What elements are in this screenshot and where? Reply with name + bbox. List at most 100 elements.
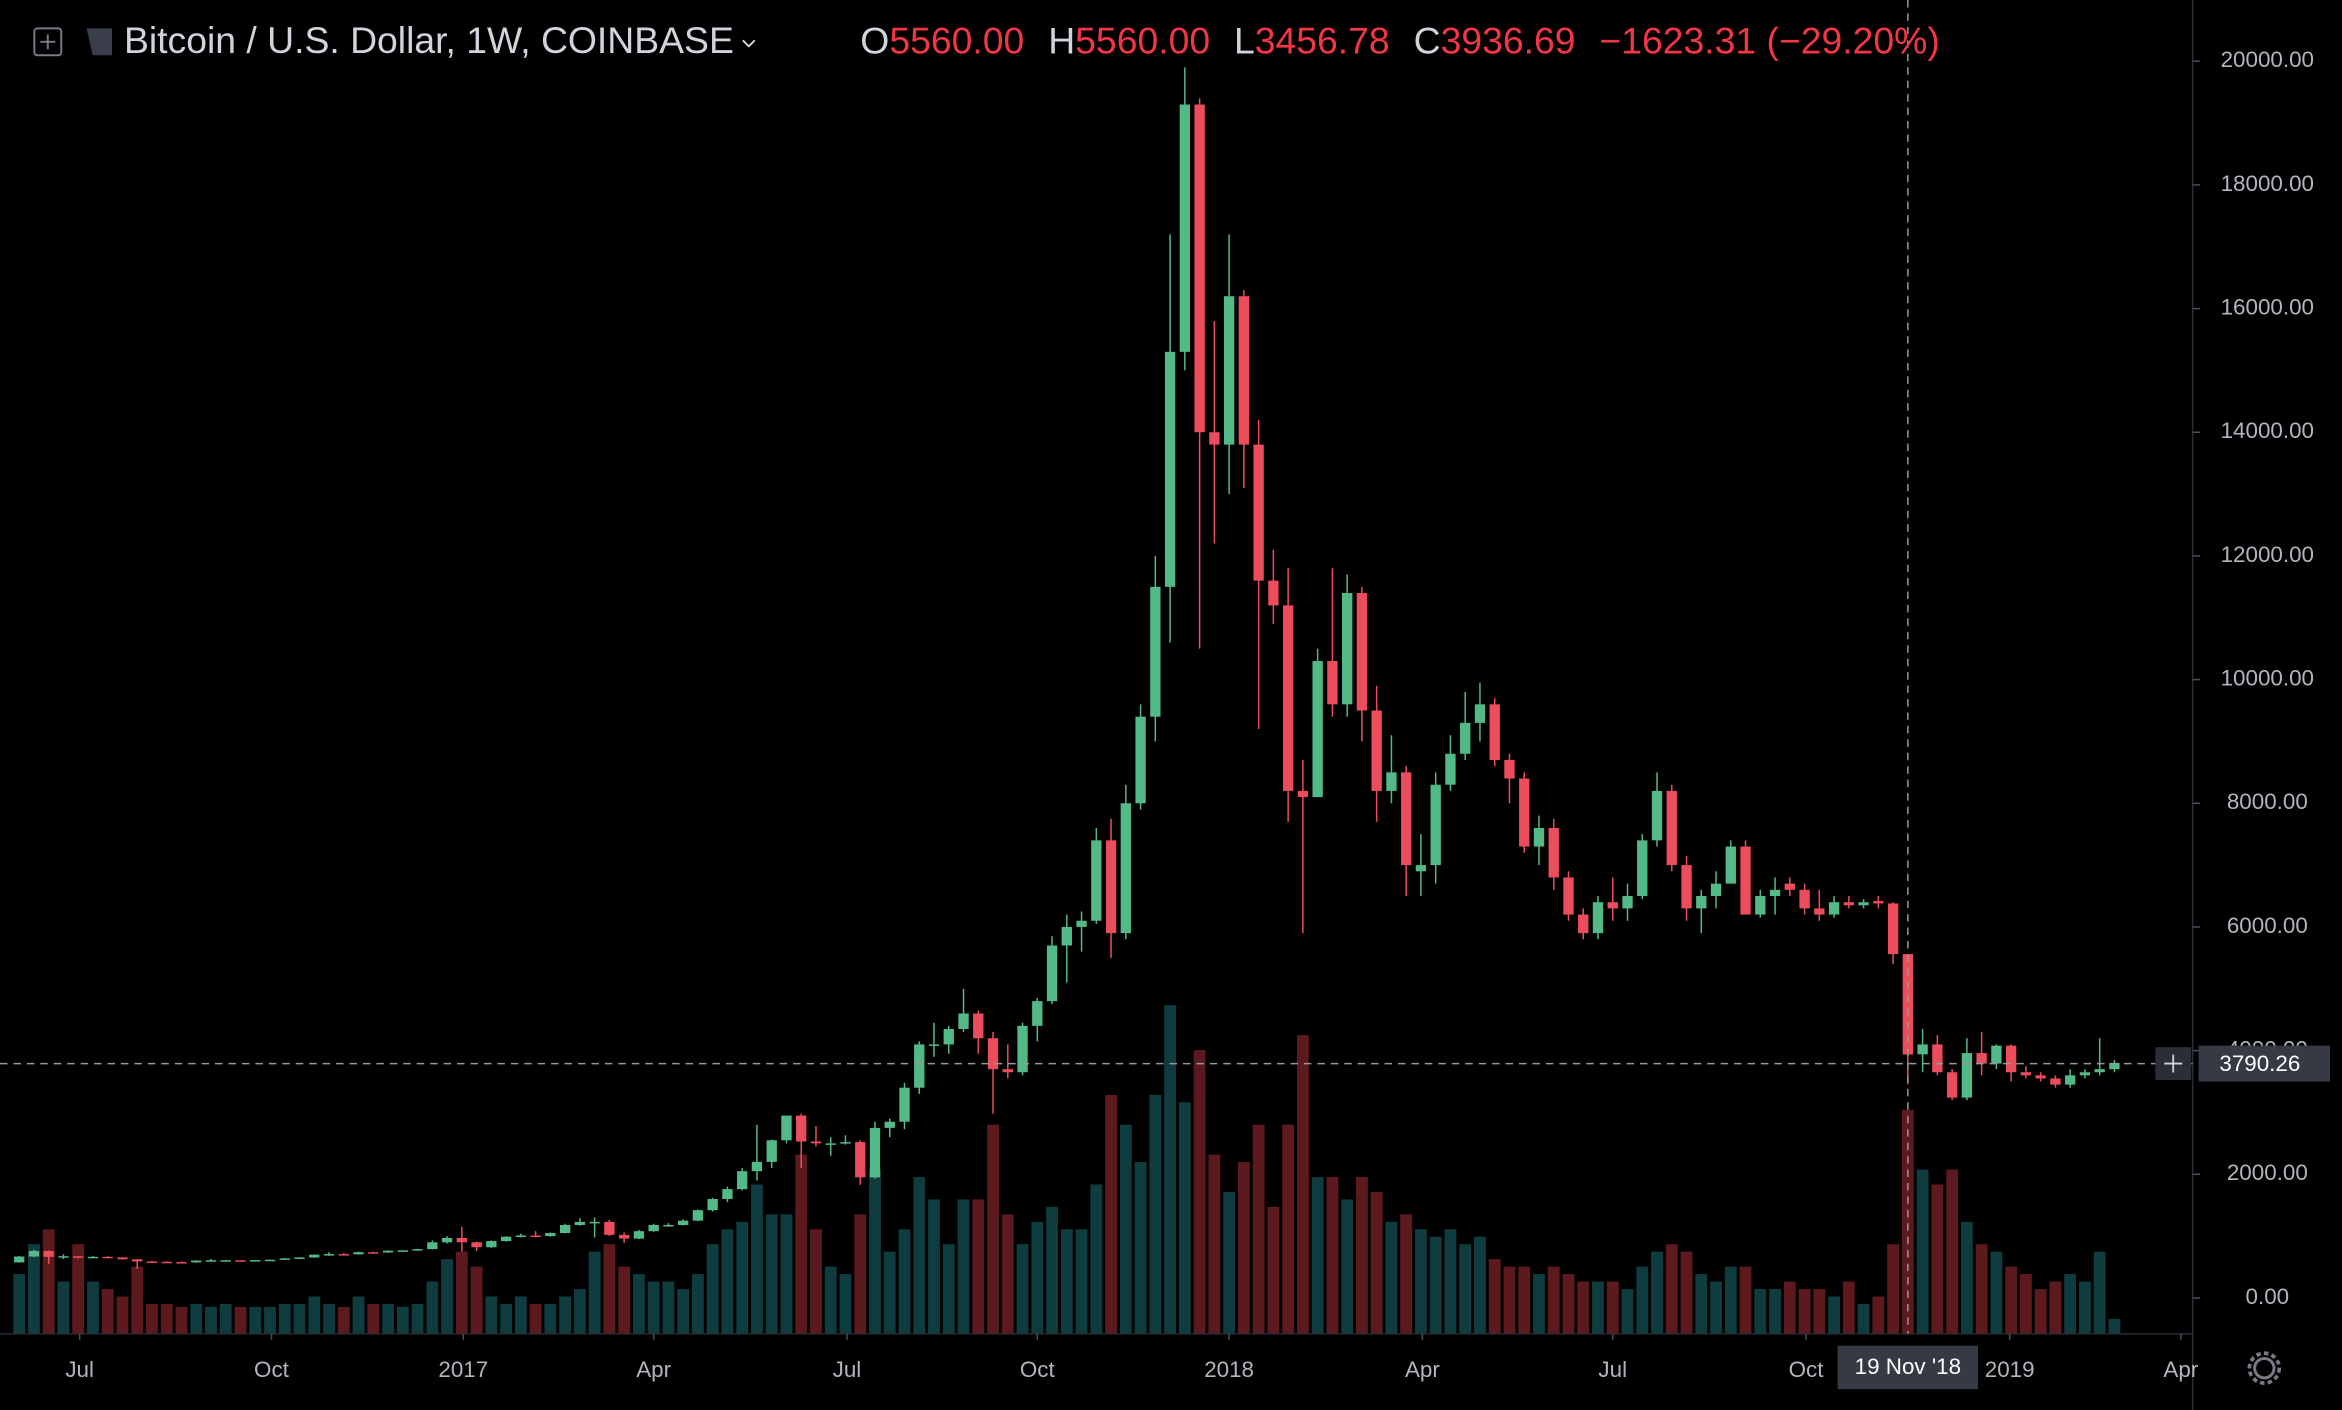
add-symbol-button[interactable] — [33, 27, 63, 57]
volume-bar — [1356, 1176, 1368, 1334]
candle-body — [486, 1241, 497, 1248]
volume-bar — [396, 1306, 409, 1334]
volume-bar — [1415, 1229, 1427, 1334]
candle-body — [1032, 1001, 1043, 1026]
candle-body — [1223, 296, 1235, 445]
candle-body — [1578, 914, 1589, 934]
candle-body — [1961, 1053, 1973, 1098]
volume-bar — [2093, 1251, 2106, 1334]
candle-body — [353, 1252, 364, 1255]
legend-change: −1623.31 (−29.20%) — [1599, 19, 1939, 61]
candle-body — [633, 1231, 645, 1239]
volume-bar — [573, 1289, 586, 1334]
volume-bar — [2005, 1266, 2018, 1334]
volume-bar — [72, 1244, 85, 1334]
legend-value: 5560.00 — [1075, 19, 1210, 61]
candle-body — [471, 1242, 482, 1248]
candle-body — [220, 1260, 231, 1262]
volume-bar — [13, 1274, 26, 1334]
x-tick-label: Jul — [1598, 1357, 1627, 1382]
candle-body — [1533, 827, 1545, 847]
candle-body — [87, 1256, 99, 1259]
candle-body — [604, 1221, 615, 1235]
candle-body — [1135, 716, 1146, 804]
settings-button[interactable] — [2247, 1351, 2282, 1385]
candle-body — [751, 1161, 763, 1172]
y-tick-label: 16000.00 — [2221, 294, 2314, 319]
x-tick-label: Oct — [254, 1357, 290, 1382]
candle-body — [1519, 778, 1530, 847]
volume-bar — [1577, 1281, 1590, 1334]
candle-body — [1002, 1069, 1013, 1073]
candle-body — [1445, 753, 1456, 785]
volume-bar — [352, 1296, 365, 1334]
volume-bar — [1296, 1035, 1309, 1334]
volume-bar — [913, 1176, 926, 1334]
volume-bar — [1724, 1266, 1737, 1334]
candle-body — [1563, 877, 1574, 915]
candle-body — [1194, 104, 1205, 433]
candle-body — [589, 1221, 600, 1224]
candle-body — [2079, 1072, 2091, 1076]
candle-body — [707, 1199, 718, 1211]
volume-bar — [1444, 1229, 1457, 1334]
volume-bar — [205, 1306, 217, 1334]
candle-body — [1150, 586, 1161, 717]
volume-bar — [1710, 1281, 1722, 1334]
candle-body — [869, 1127, 881, 1178]
volume-bar — [116, 1296, 129, 1334]
volume-bar — [146, 1303, 158, 1334]
candle-body — [1297, 790, 1309, 798]
candle-body — [250, 1260, 261, 1262]
volume-bar — [618, 1266, 631, 1334]
volume-bar — [2064, 1274, 2077, 1334]
volume-bar — [1046, 1206, 1058, 1334]
symbol-caret[interactable] — [742, 39, 756, 48]
volume-bar — [1178, 1102, 1191, 1334]
volume-bar — [1798, 1289, 1811, 1334]
volume-bar — [249, 1306, 262, 1334]
candle-body — [235, 1260, 246, 1262]
volume-bar — [1031, 1221, 1044, 1334]
volume-bar — [2108, 1318, 2121, 1334]
date-label-box — [1837, 1345, 1979, 1390]
candle-body — [1430, 784, 1441, 866]
volume-bar — [1119, 1124, 1132, 1334]
legend-value: 5560.00 — [889, 19, 1024, 61]
candle-body — [2109, 1062, 2120, 1070]
legend-key: O — [860, 19, 889, 61]
volume-bar — [1060, 1229, 1073, 1334]
volume-bar — [1975, 1244, 1988, 1334]
volume-bar — [1341, 1199, 1354, 1334]
volume-bar — [337, 1306, 350, 1334]
x-tick-label: Oct — [1789, 1357, 1825, 1382]
y-tick-label: 8000.00 — [2227, 789, 2308, 814]
symbol-flag — [86, 28, 113, 56]
volume-bar — [588, 1251, 601, 1334]
volume-bar — [1533, 1274, 1545, 1334]
candle-body — [1401, 772, 1412, 866]
legend-value: 3936.69 — [1441, 19, 1576, 61]
candle-body — [1755, 896, 1766, 915]
volume-bar — [1887, 1244, 1900, 1334]
volume-bar — [1459, 1244, 1472, 1334]
volume-bar — [1503, 1266, 1516, 1334]
candle-body — [1386, 772, 1397, 791]
volume-bar — [234, 1306, 247, 1334]
candle-body — [1282, 605, 1294, 791]
candle-body — [1105, 840, 1117, 934]
volume-bar — [987, 1124, 999, 1334]
volume-bar — [1385, 1221, 1398, 1334]
candle-body — [191, 1260, 202, 1263]
x-tick-label: Oct — [1020, 1357, 1056, 1382]
volume-bar — [810, 1229, 822, 1334]
y-tick-label: 12000.00 — [2221, 542, 2314, 567]
candle-body — [2035, 1075, 2046, 1079]
volume-bar — [2079, 1281, 2091, 1334]
volume-bar — [1001, 1214, 1014, 1334]
candle-body — [1651, 790, 1663, 841]
volume-bar — [1326, 1176, 1339, 1334]
candle-body — [914, 1044, 925, 1088]
candle-body — [515, 1235, 527, 1237]
chart-title[interactable]: Bitcoin / U.S. Dollar, 1W, COINBASE — [124, 19, 734, 61]
